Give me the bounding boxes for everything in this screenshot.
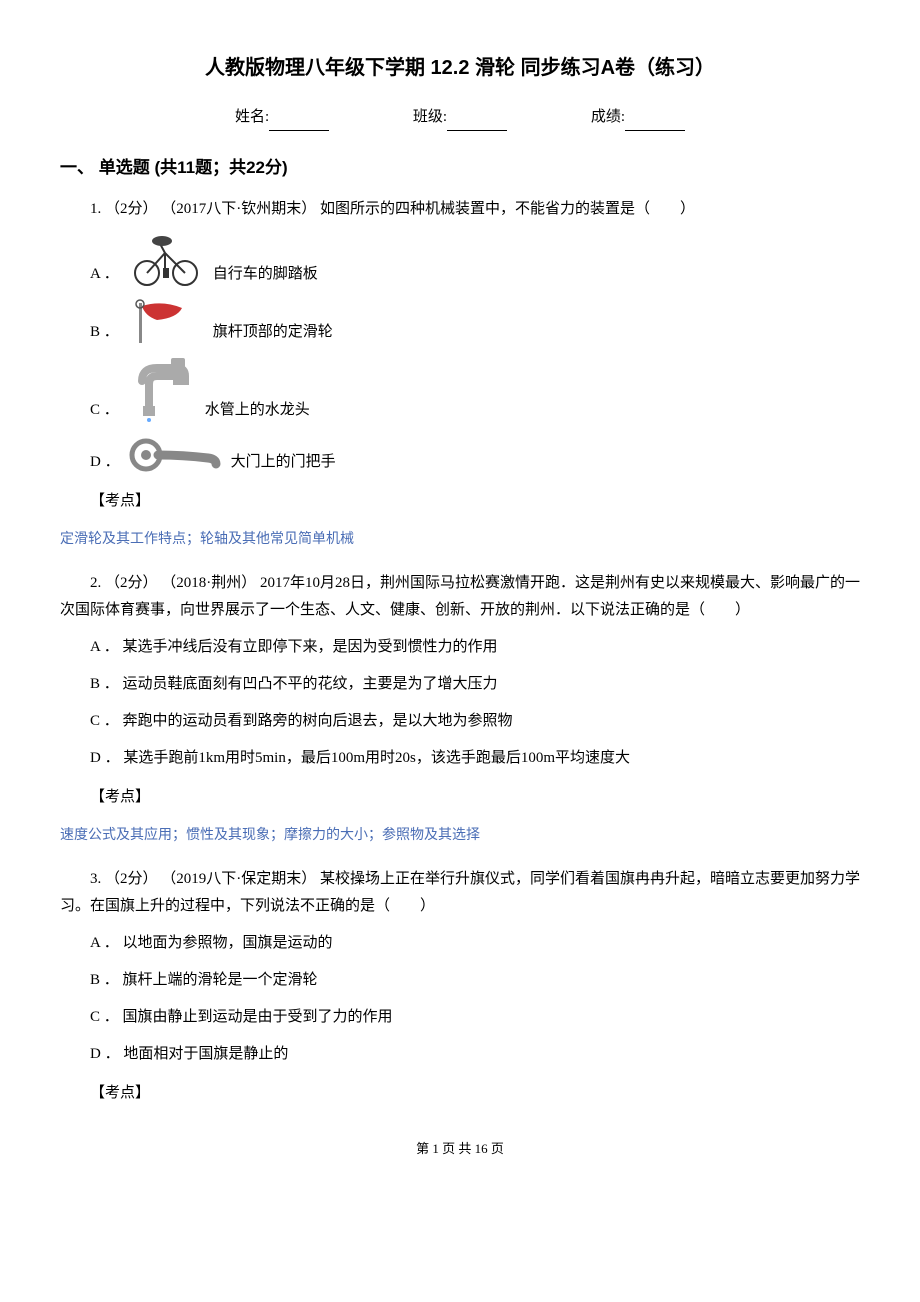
q2-kaodian-tags: 速度公式及其应用；惯性及其现象；摩擦力的大小；参照物及其选择: [60, 823, 860, 848]
door-handle-icon: [128, 434, 223, 476]
q3-option-a: A ． 以地面为参照物，国旗是运动的: [90, 930, 860, 957]
q1-option-b: B ． 旗杆顶部的定滑轮: [90, 298, 860, 346]
class-label: 班级:: [413, 109, 447, 125]
score-blank[interactable]: [625, 130, 685, 131]
q1-optD-label: D ．: [90, 449, 120, 476]
question-2: 2. （2分） （2018·荆州） 2017年10月28日，荆州国际马拉松赛激情…: [60, 570, 860, 624]
q2-option-d: D ． 某选手跑前1km用时5min，最后100m用时20s，该选手跑最后100…: [90, 745, 860, 772]
q1-optD-text: 大门上的门把手: [231, 449, 336, 476]
class-blank[interactable]: [447, 130, 507, 131]
q3-stem: 3. （2分） （2019八下·保定期末） 某校操场上正在举行升旗仪式，同学们看…: [60, 866, 860, 920]
page-footer: 第 1 页 共 16 页: [60, 1137, 860, 1160]
q1-option-a: A ． 自行车的脚踏板: [90, 233, 860, 288]
q1-optC-text: 水管上的水龙头: [205, 397, 310, 424]
bicycle-pedal-icon: [127, 233, 205, 288]
q1-stem: 1. （2分） （2017八下·钦州期末） 如图所示的四种机械装置中，不能省力的…: [60, 196, 860, 223]
q1-option-d: D ． 大门上的门把手: [90, 434, 860, 476]
q3-option-b: B ． 旗杆上端的滑轮是一个定滑轮: [90, 967, 860, 994]
faucet-icon: [127, 356, 197, 424]
q2-kaodian-label: 【考点】: [90, 784, 860, 811]
student-info-row: 姓名: 班级: 成绩:: [60, 104, 860, 131]
q1-kaodian-tags: 定滑轮及其工作特点；轮轴及其他常见简单机械: [60, 527, 860, 552]
q2-option-a: A ． 某选手冲线后没有立即停下来，是因为受到惯性力的作用: [90, 634, 860, 661]
q2-stem: 2. （2分） （2018·荆州） 2017年10月28日，荆州国际马拉松赛激情…: [60, 570, 860, 624]
section-1-header: 一、 单选题 (共11题；共22分): [60, 153, 860, 184]
q3-option-d: D ． 地面相对于国旗是静止的: [90, 1041, 860, 1068]
score-label: 成绩:: [591, 109, 625, 125]
q1-optB-label: B ．: [90, 319, 119, 346]
q1-optA-text: 自行车的脚踏板: [213, 261, 318, 288]
doc-title: 人教版物理八年级下学期 12.2 滑轮 同步练习A卷（练习）: [60, 50, 860, 86]
q2-option-b: B ． 运动员鞋底面刻有凹凸不平的花纹，主要是为了增大压力: [90, 671, 860, 698]
question-3: 3. （2分） （2019八下·保定期末） 某校操场上正在举行升旗仪式，同学们看…: [60, 866, 860, 920]
name-label: 姓名:: [235, 109, 269, 125]
q2-option-c: C ． 奔跑中的运动员看到路旁的树向后退去，是以大地为参照物: [90, 708, 860, 735]
q1-optA-label: A ．: [90, 261, 119, 288]
q3-kaodian-label: 【考点】: [90, 1080, 860, 1107]
question-1: 1. （2分） （2017八下·钦州期末） 如图所示的四种机械装置中，不能省力的…: [60, 196, 860, 223]
q1-option-c: C ． 水管上的水龙头: [90, 356, 860, 424]
q3-option-c: C ． 国旗由静止到运动是由于受到了力的作用: [90, 1004, 860, 1031]
flagpole-pulley-icon: [127, 298, 205, 346]
name-blank[interactable]: [269, 130, 329, 131]
q1-optC-label: C ．: [90, 397, 119, 424]
q1-optB-text: 旗杆顶部的定滑轮: [213, 319, 333, 346]
q1-kaodian-label: 【考点】: [90, 488, 860, 515]
